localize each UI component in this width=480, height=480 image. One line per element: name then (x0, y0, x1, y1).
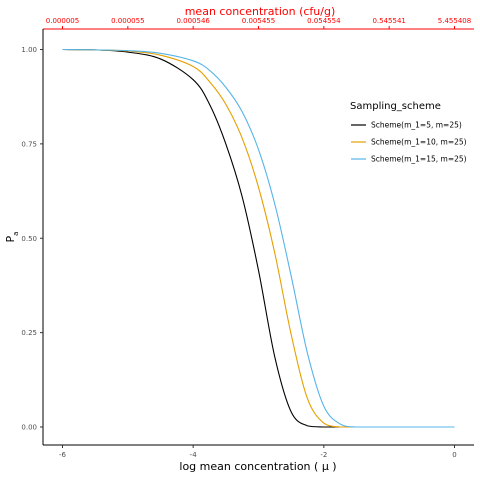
top-tick-label: 5.455408 (438, 17, 471, 25)
y-tick-label: 0.75 (21, 140, 37, 148)
legend-label-1: Scheme(m_1=5, m=25) (371, 121, 462, 130)
series-line-3 (62, 48, 455, 428)
legend-items: Scheme(m_1=5, m=25) Scheme(m_1=10, m=25) S… (351, 121, 467, 164)
series-line-2 (62, 48, 455, 428)
x-tick-label: -6 (59, 451, 67, 459)
legend-label-2: Scheme(m_1=10, m=25) (371, 138, 467, 147)
y-axis-title-subscript: a (12, 232, 20, 236)
legend: Sampling_scheme Scheme(m_1=5, m=25)Schem… (350, 101, 467, 164)
y-tick-label: 0.50 (21, 235, 37, 243)
y-axis-title: Pa (4, 232, 20, 243)
top-axis-title: mean concentration (cfu/g) (185, 5, 336, 18)
legend-title: Sampling_scheme (350, 101, 441, 112)
top-tick-label: 0.545541 (372, 17, 405, 25)
top-tick-label: 0.000546 (176, 17, 210, 25)
top-tick-label: 0.000005 (46, 17, 79, 25)
top-tick-label: 0.054554 (307, 17, 341, 25)
series-lines (62, 48, 455, 428)
top-axis-ticks: 0.000005 0.000055 0.000546 0.005455 0.054554… (46, 17, 471, 29)
y-tick-label: 0.25 (21, 329, 37, 337)
y-tick-label: 1.00 (21, 46, 37, 54)
legend-label-3: Scheme(m_1=15, m=25) (371, 155, 467, 164)
x-axis-title: log mean concentration ( μ ) (179, 460, 336, 473)
top-tick-label: 0.005455 (242, 17, 275, 25)
top-tick-label: 0.000055 (111, 17, 144, 25)
x-tick-label: -2 (320, 451, 327, 459)
x-tick-label: -4 (190, 451, 198, 459)
y-axis-title-main: P (4, 235, 17, 242)
x-axis-ticks: -6 -4 -2 0 (59, 445, 457, 459)
y-tick-label: 0.00 (21, 424, 37, 432)
x-tick-label: 0 (452, 451, 456, 459)
y-axis-ticks: 0.00 0.25 0.50 0.75 1.00 (21, 46, 43, 432)
